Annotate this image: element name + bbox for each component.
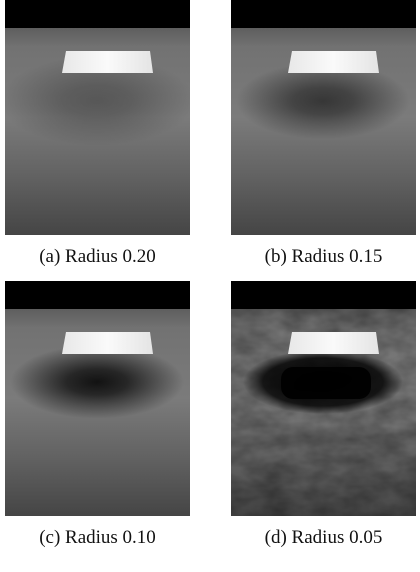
top-band [231,281,416,309]
figure-page: (a) Radius 0.20 (b) Radius 0.15 [0,0,420,572]
panel-caption: (c) Radius 0.10 [0,527,210,549]
rendered-image [231,0,416,235]
rendered-image [5,281,190,516]
light-source [62,51,153,73]
panel-caption: (d) Radius 0.05 [211,527,420,549]
top-band [231,0,416,28]
top-band [5,281,190,309]
shadow [10,345,184,419]
figure-panel: (d) Radius 0.05 [231,281,416,516]
light-source [288,51,379,73]
rendered-image [5,0,190,235]
top-band [5,0,190,28]
figure-panel: (b) Radius 0.15 [231,0,416,235]
rendered-image [231,281,416,516]
figure-panel: (a) Radius 0.20 [5,0,190,235]
light-source [62,332,153,354]
panel-caption: (b) Radius 0.15 [211,246,420,268]
figure-panel: (c) Radius 0.10 [5,281,190,516]
panel-caption: (a) Radius 0.20 [0,246,210,268]
light-source [288,332,379,354]
shadow [236,63,410,140]
shadow-core [281,367,371,399]
